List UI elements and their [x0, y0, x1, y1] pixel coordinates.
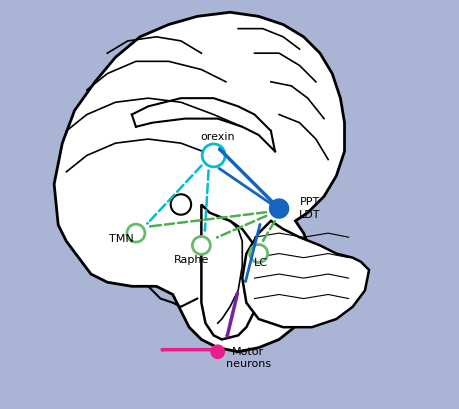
Circle shape — [202, 144, 224, 167]
Text: TMN: TMN — [109, 234, 134, 244]
Circle shape — [192, 236, 210, 254]
Text: LC: LC — [253, 258, 267, 267]
Circle shape — [268, 198, 289, 219]
Polygon shape — [242, 221, 368, 327]
Circle shape — [170, 194, 191, 215]
Circle shape — [127, 224, 145, 242]
Circle shape — [210, 344, 224, 359]
Text: PPT: PPT — [299, 198, 319, 207]
Text: LDT: LDT — [298, 210, 320, 220]
Text: Raphe: Raphe — [173, 255, 208, 265]
Text: Motor
neurons: Motor neurons — [225, 347, 270, 369]
Polygon shape — [54, 12, 344, 352]
Circle shape — [249, 245, 267, 263]
Text: orexin: orexin — [200, 132, 235, 142]
Polygon shape — [201, 204, 258, 339]
